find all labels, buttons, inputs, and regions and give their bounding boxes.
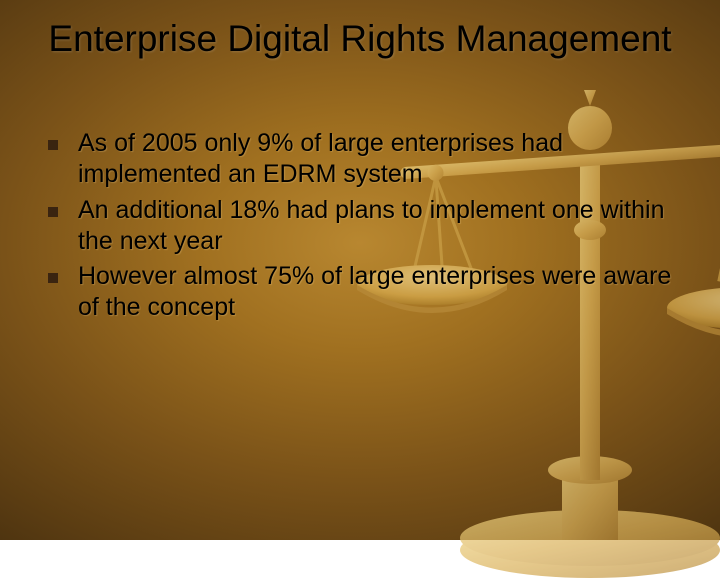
bullet-item: However almost 75% of large enterprises … xyxy=(48,261,688,324)
bullet-text: As of 2005 only 9% of large enterprises … xyxy=(78,128,688,191)
bullet-item: As of 2005 only 9% of large enterprises … xyxy=(48,128,688,191)
bullet-text: However almost 75% of large enterprises … xyxy=(78,261,688,324)
bullet-marker-icon xyxy=(48,140,58,150)
slide: Enterprise Digital Rights Management As … xyxy=(0,0,720,540)
bullet-marker-icon xyxy=(48,207,58,217)
slide-body: As of 2005 only 9% of large enterprises … xyxy=(48,128,688,328)
bullet-marker-icon xyxy=(48,273,58,283)
slide-title: Enterprise Digital Rights Management xyxy=(0,18,720,61)
bullet-item: An additional 18% had plans to implement… xyxy=(48,195,688,258)
bullet-text: An additional 18% had plans to implement… xyxy=(78,195,688,258)
